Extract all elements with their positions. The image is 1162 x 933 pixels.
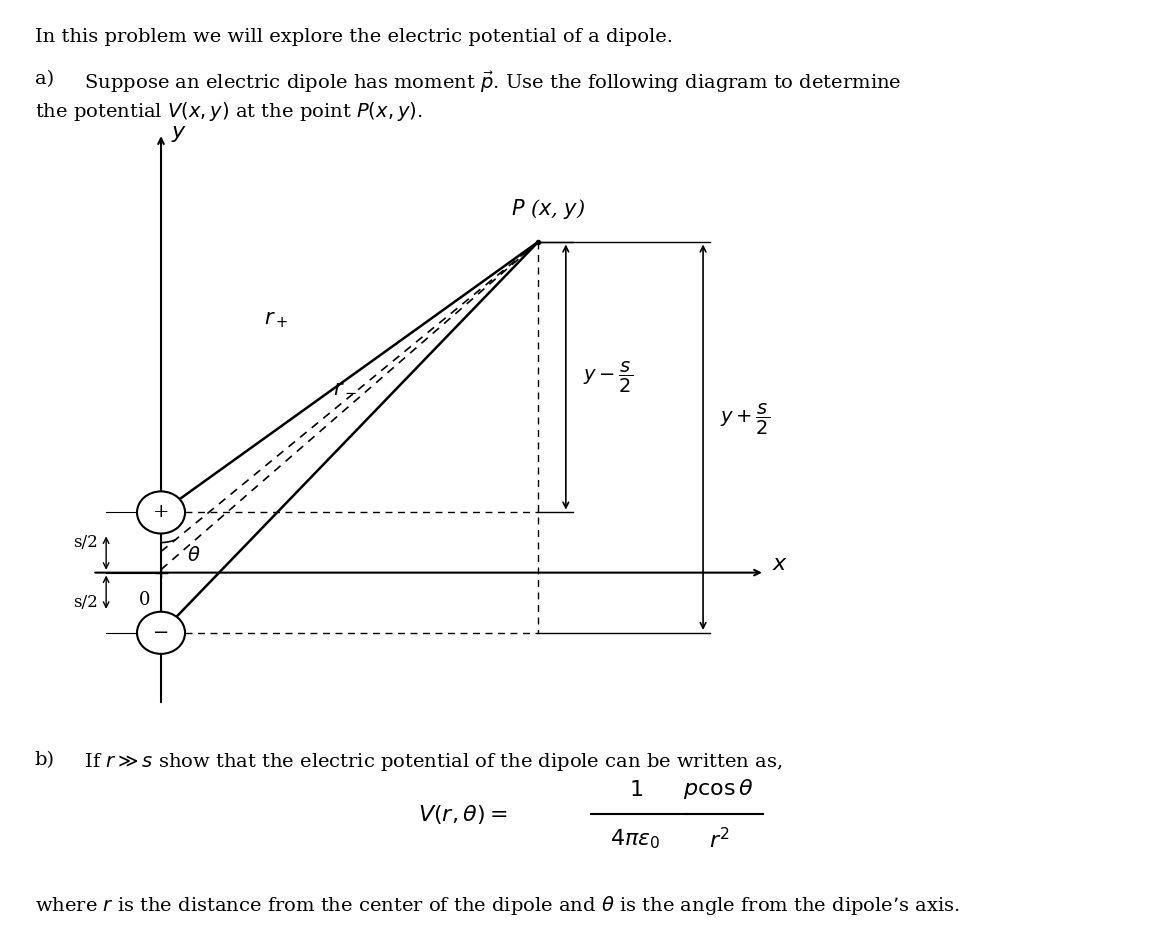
Text: +: +: [152, 504, 170, 522]
Text: $V(r, \theta) =$: $V(r, \theta) =$: [418, 802, 508, 826]
Text: $1$: $1$: [629, 778, 643, 801]
Text: $y - \dfrac{s}{2}$: $y - \dfrac{s}{2}$: [583, 359, 633, 395]
Text: b): b): [35, 751, 55, 769]
Text: If $r \gg s$ show that the electric potential of the dipole can be written as,: If $r \gg s$ show that the electric pote…: [35, 751, 782, 773]
Text: $r_+$: $r_+$: [264, 310, 288, 329]
Text: a): a): [35, 70, 53, 88]
Circle shape: [137, 612, 185, 654]
Text: Suppose an electric dipole has moment $\vec{p}$. Use the following diagram to de: Suppose an electric dipole has moment $\…: [35, 70, 902, 95]
Text: 0: 0: [139, 591, 151, 608]
Text: $\theta$: $\theta$: [187, 546, 201, 564]
Text: $y + \dfrac{s}{2}$: $y + \dfrac{s}{2}$: [720, 401, 770, 437]
Text: $r_-$: $r_-$: [332, 377, 357, 396]
Text: s/2: s/2: [73, 594, 98, 611]
Text: −: −: [153, 624, 170, 642]
Text: where $r$ is the distance from the center of the dipole and $\theta$ is the angl: where $r$ is the distance from the cente…: [35, 894, 960, 917]
Text: $p\cos\theta$: $p\cos\theta$: [683, 776, 754, 801]
Circle shape: [137, 492, 185, 534]
Text: the potential $V(x, y)$ at the point $P(x, y)$.: the potential $V(x, y)$ at the point $P(…: [35, 100, 423, 123]
Text: In this problem we will explore the electric potential of a dipole.: In this problem we will explore the elec…: [35, 28, 673, 46]
Text: $y$: $y$: [171, 122, 187, 145]
Text: s/2: s/2: [73, 534, 98, 551]
Text: $P$ ($x$, $y$): $P$ ($x$, $y$): [511, 197, 586, 220]
Text: $4\pi\epsilon_0$: $4\pi\epsilon_0$: [610, 828, 661, 851]
Text: $r^2$: $r^2$: [709, 828, 729, 853]
Text: $x$: $x$: [772, 552, 788, 575]
